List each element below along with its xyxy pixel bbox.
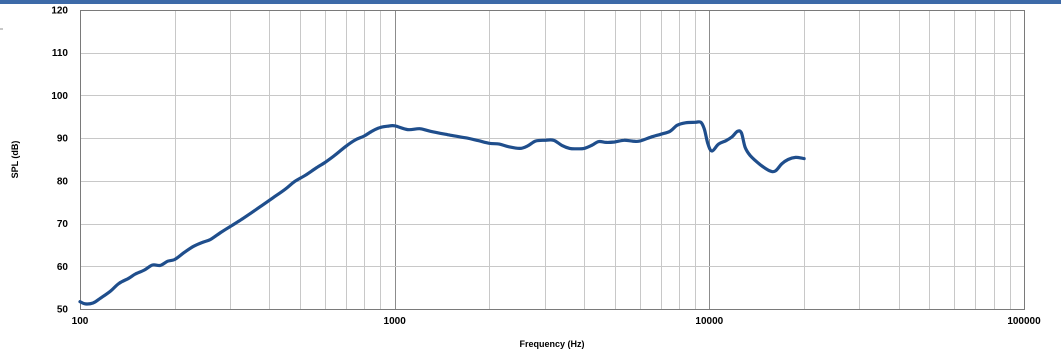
- y-tick-labels: 50 60 70 80 90 100 110 120: [51, 6, 68, 316]
- x-tick-label: 1000: [384, 316, 407, 327]
- y-tick-label: 110: [52, 48, 69, 59]
- window-top-bar: [0, 0, 1061, 4]
- spl-response-line: [78, 120, 806, 306]
- edge-mark: [0, 28, 3, 30]
- x-tick-label: 100: [72, 316, 89, 327]
- y-tick-label: 50: [57, 305, 69, 316]
- x-axis-title: Frequency (Hz): [519, 339, 584, 349]
- x-tick-labels: 100 1000 10000 100000: [72, 316, 1041, 327]
- y-axis-title: SPL (dB): [10, 141, 20, 179]
- y-tick-label: 60: [57, 262, 69, 273]
- plot-area-border: [80, 10, 1025, 310]
- x-tick-label: 10000: [695, 316, 723, 327]
- y-tick-label: 100: [51, 91, 68, 102]
- y-tick-label: 120: [51, 6, 68, 17]
- grid: [80, 10, 1024, 309]
- y-tick-label: 70: [57, 219, 69, 230]
- y-tick-label: 90: [57, 134, 69, 145]
- x-tick-label: 100000: [1007, 316, 1041, 327]
- y-tick-label: 80: [57, 176, 69, 187]
